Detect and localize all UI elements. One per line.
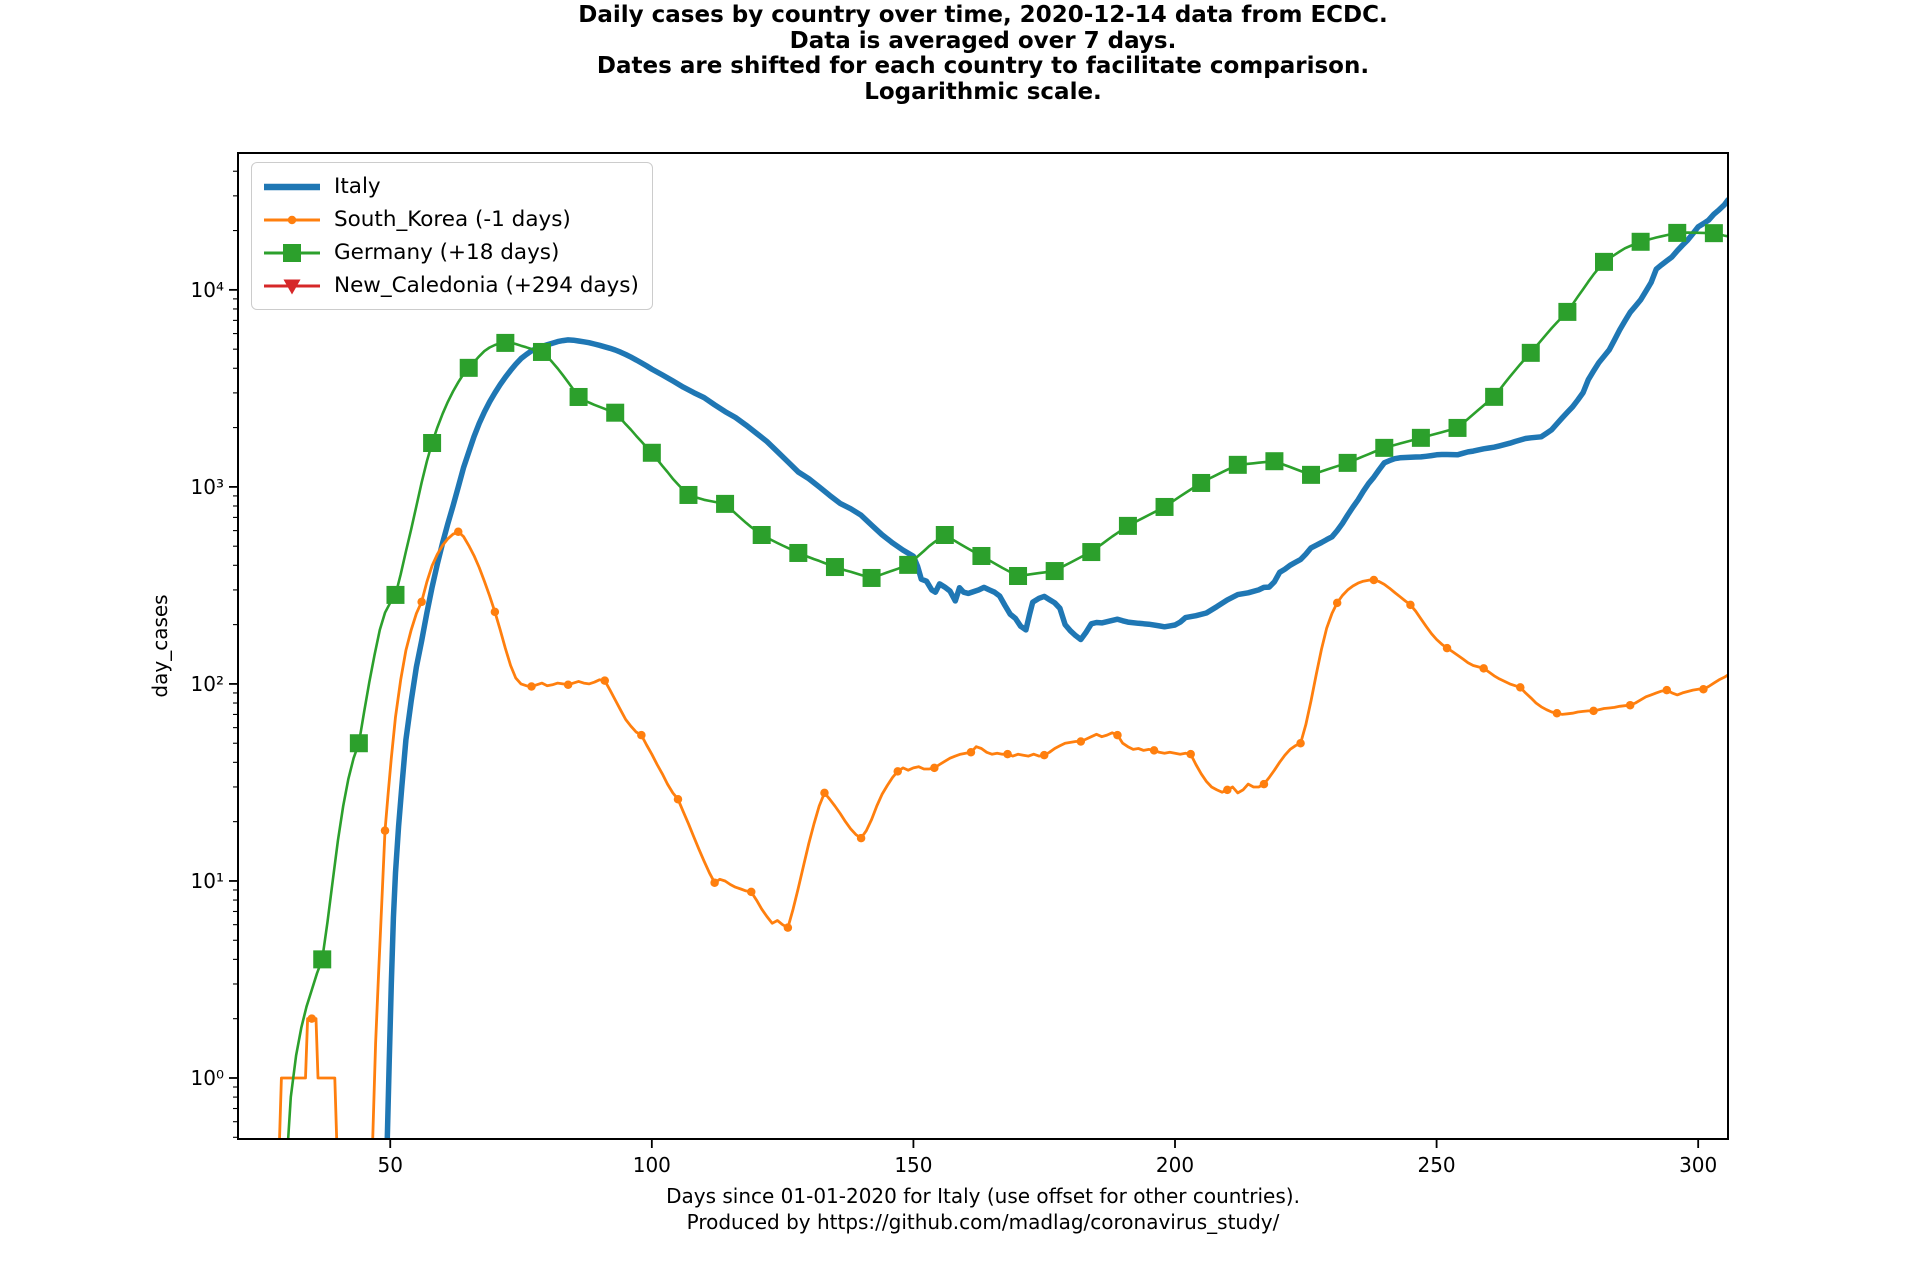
x-tick-label: 50 (378, 1153, 403, 1177)
y-axis-label: day_cases (148, 594, 172, 698)
plot-frame (237, 152, 1729, 1140)
y-tick-label: 10¹ (191, 869, 224, 893)
legend-label-south-korea: South_Korea (-1 days) (334, 207, 571, 232)
series-south_korea (278, 527, 1728, 1139)
y-tick-label: 10³ (191, 475, 224, 499)
chart-title-line-3: Dates are shifted for each country to fa… (596, 53, 1370, 79)
x-tick-label: 300 (1679, 1153, 1717, 1177)
x-tick-label: 250 (1417, 1153, 1455, 1177)
x-tick-label: 200 (1156, 1153, 1194, 1177)
x-axis-label: Days since 01-01-2020 for Italy (use off… (666, 1183, 1300, 1235)
legend-box: Italy South_Korea (-1 days) Germany (+18… (251, 162, 653, 310)
series-germany (286, 223, 1728, 1139)
legend-sample-italy (264, 183, 320, 190)
legend-sample-germany (264, 243, 320, 262)
x-axis-label-line-1: Days since 01-01-2020 for Italy (use off… (666, 1184, 1300, 1208)
x-axis-label-line-2: Produced by https://github.com/madlag/co… (686, 1210, 1280, 1234)
legend-sample-south-korea (264, 215, 320, 224)
y-tick-label: 10⁴ (191, 278, 224, 302)
chart-title-line-1: Daily cases by country over time, 2020-1… (578, 2, 1388, 28)
legend-item-new-caledonia: New_Caledonia (+294 days) (260, 269, 644, 302)
y-tick-label: 10⁰ (191, 1066, 224, 1090)
chart-title: Daily cases by country over time, 2020-1… (578, 2, 1388, 105)
x-tick-label: 150 (894, 1153, 932, 1177)
axis-ticks: 10⁰ 10¹ 10² 10³ 10⁴ 50 100 150 200 250 300 (191, 170, 1717, 1177)
legend-item-germany: Germany (+18 days) (260, 236, 644, 269)
plot-series (278, 197, 1728, 1139)
x-tick-label: 100 (633, 1153, 671, 1177)
legend-sample-new-caledonia (264, 279, 320, 294)
y-tick-label: 10² (191, 672, 224, 696)
legend-label-new-caledonia: New_Caledonia (+294 days) (334, 273, 639, 298)
chart-title-line-4: Logarithmic scale. (864, 78, 1102, 105)
legend-item-south-korea: South_Korea (-1 days) (260, 203, 644, 236)
legend-label-italy: Italy (334, 174, 381, 199)
series-italy (384, 197, 1728, 1139)
legend-label-germany: Germany (+18 days) (334, 240, 560, 265)
chart-title-line-2: Data is averaged over 7 days. (789, 27, 1177, 54)
legend-item-italy: Italy (260, 170, 644, 203)
